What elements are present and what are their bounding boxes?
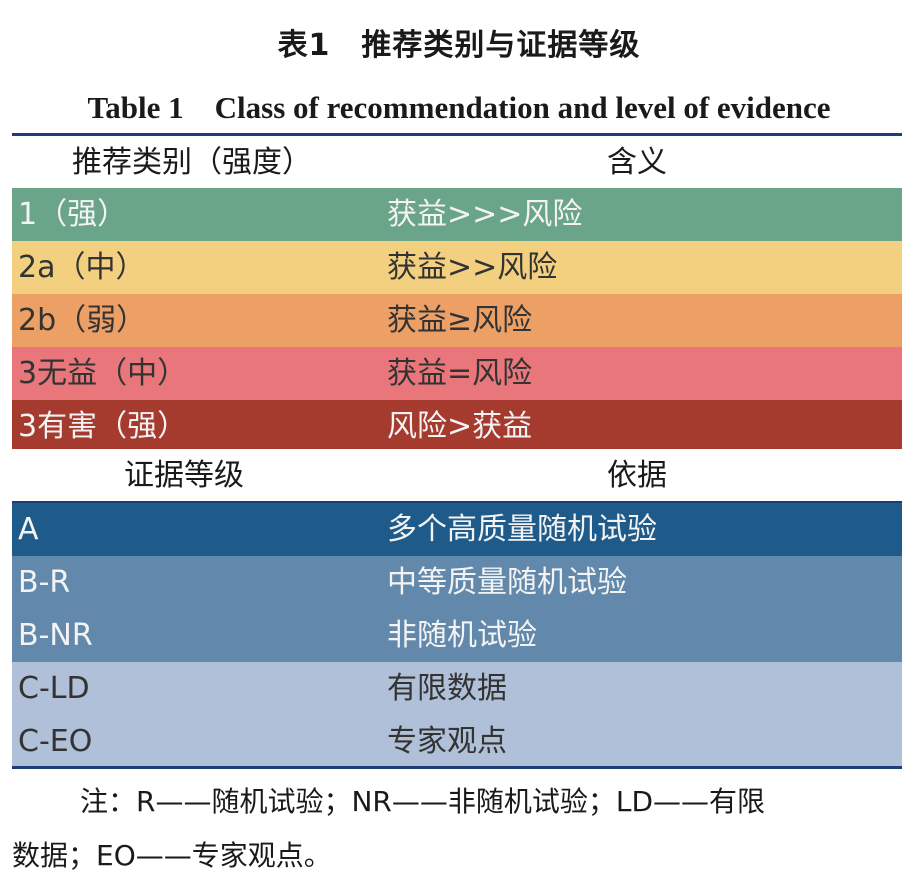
- rec-meaning-cell: 获益≥风险: [387, 303, 533, 338]
- evi-level-cell: A: [18, 512, 39, 547]
- evi-level-cell: C-EO: [18, 724, 93, 759]
- evi-basis-cell: 中等质量随机试验: [387, 565, 627, 600]
- rec-header-class: 推荐类别（强度）: [72, 145, 312, 180]
- rec-row: 2a（中） 获益>>风险: [12, 241, 902, 294]
- rec-meaning-cell: 风险>获益: [387, 409, 533, 444]
- evi-level-cell: C-LD: [18, 671, 90, 706]
- mid-rule: [12, 501, 902, 503]
- footnote-line-1: 注：R——随机试验；NR——非随机试验；LD——有限: [80, 785, 766, 818]
- rec-meaning-cell: 获益>>>风险: [387, 197, 583, 232]
- evi-basis-cell: 多个高质量随机试验: [387, 512, 657, 547]
- evi-basis-cell: 专家观点: [387, 724, 507, 759]
- rec-header-meaning: 含义: [607, 145, 667, 180]
- top-rule: [12, 133, 902, 136]
- evi-level-cell: B-NR: [18, 618, 93, 653]
- rec-meaning-cell: 获益=风险: [387, 356, 533, 391]
- rec-row: 1（强） 获益>>>风险: [12, 188, 902, 241]
- rec-header-row: 推荐类别（强度） 含义: [12, 136, 902, 189]
- evi-header-basis: 依据: [607, 458, 667, 493]
- rec-class-cell: 1（强）: [18, 197, 128, 232]
- rec-row: 3有害（强） 风险>获益: [12, 400, 902, 453]
- footnote-line-2: 数据；EO——专家观点。: [12, 839, 332, 872]
- rec-class-cell: 3无益（中）: [18, 356, 188, 391]
- rec-meaning-cell: 获益>>风险: [387, 250, 558, 285]
- evi-row: B-NR 非随机试验: [12, 609, 902, 662]
- evi-row: C-EO 专家观点: [12, 715, 902, 768]
- rec-class-cell: 2b（弱）: [18, 303, 147, 338]
- evi-level-cell: B-R: [18, 565, 71, 600]
- evi-row: B-R 中等质量随机试验: [12, 556, 902, 609]
- table-title-english: Table 1 Class of recommendation and leve…: [87, 90, 831, 125]
- rec-row: 2b（弱） 获益≥风险: [12, 294, 902, 347]
- table-title-chinese: 表1 推荐类别与证据等级: [277, 28, 641, 63]
- rec-row: 3无益（中） 获益=风险: [12, 347, 902, 400]
- rec-class-cell: 2a（中）: [18, 250, 146, 285]
- evi-basis-cell: 非随机试验: [387, 618, 537, 653]
- evi-row: C-LD 有限数据: [12, 662, 902, 715]
- rec-class-cell: 3有害（强）: [18, 409, 188, 444]
- bottom-rule: [12, 766, 902, 769]
- evi-row: A 多个高质量随机试验: [12, 503, 902, 556]
- evi-basis-cell: 有限数据: [387, 671, 507, 706]
- evi-header-row: 证据等级 依据: [12, 449, 902, 502]
- evi-header-level: 证据等级: [124, 458, 244, 493]
